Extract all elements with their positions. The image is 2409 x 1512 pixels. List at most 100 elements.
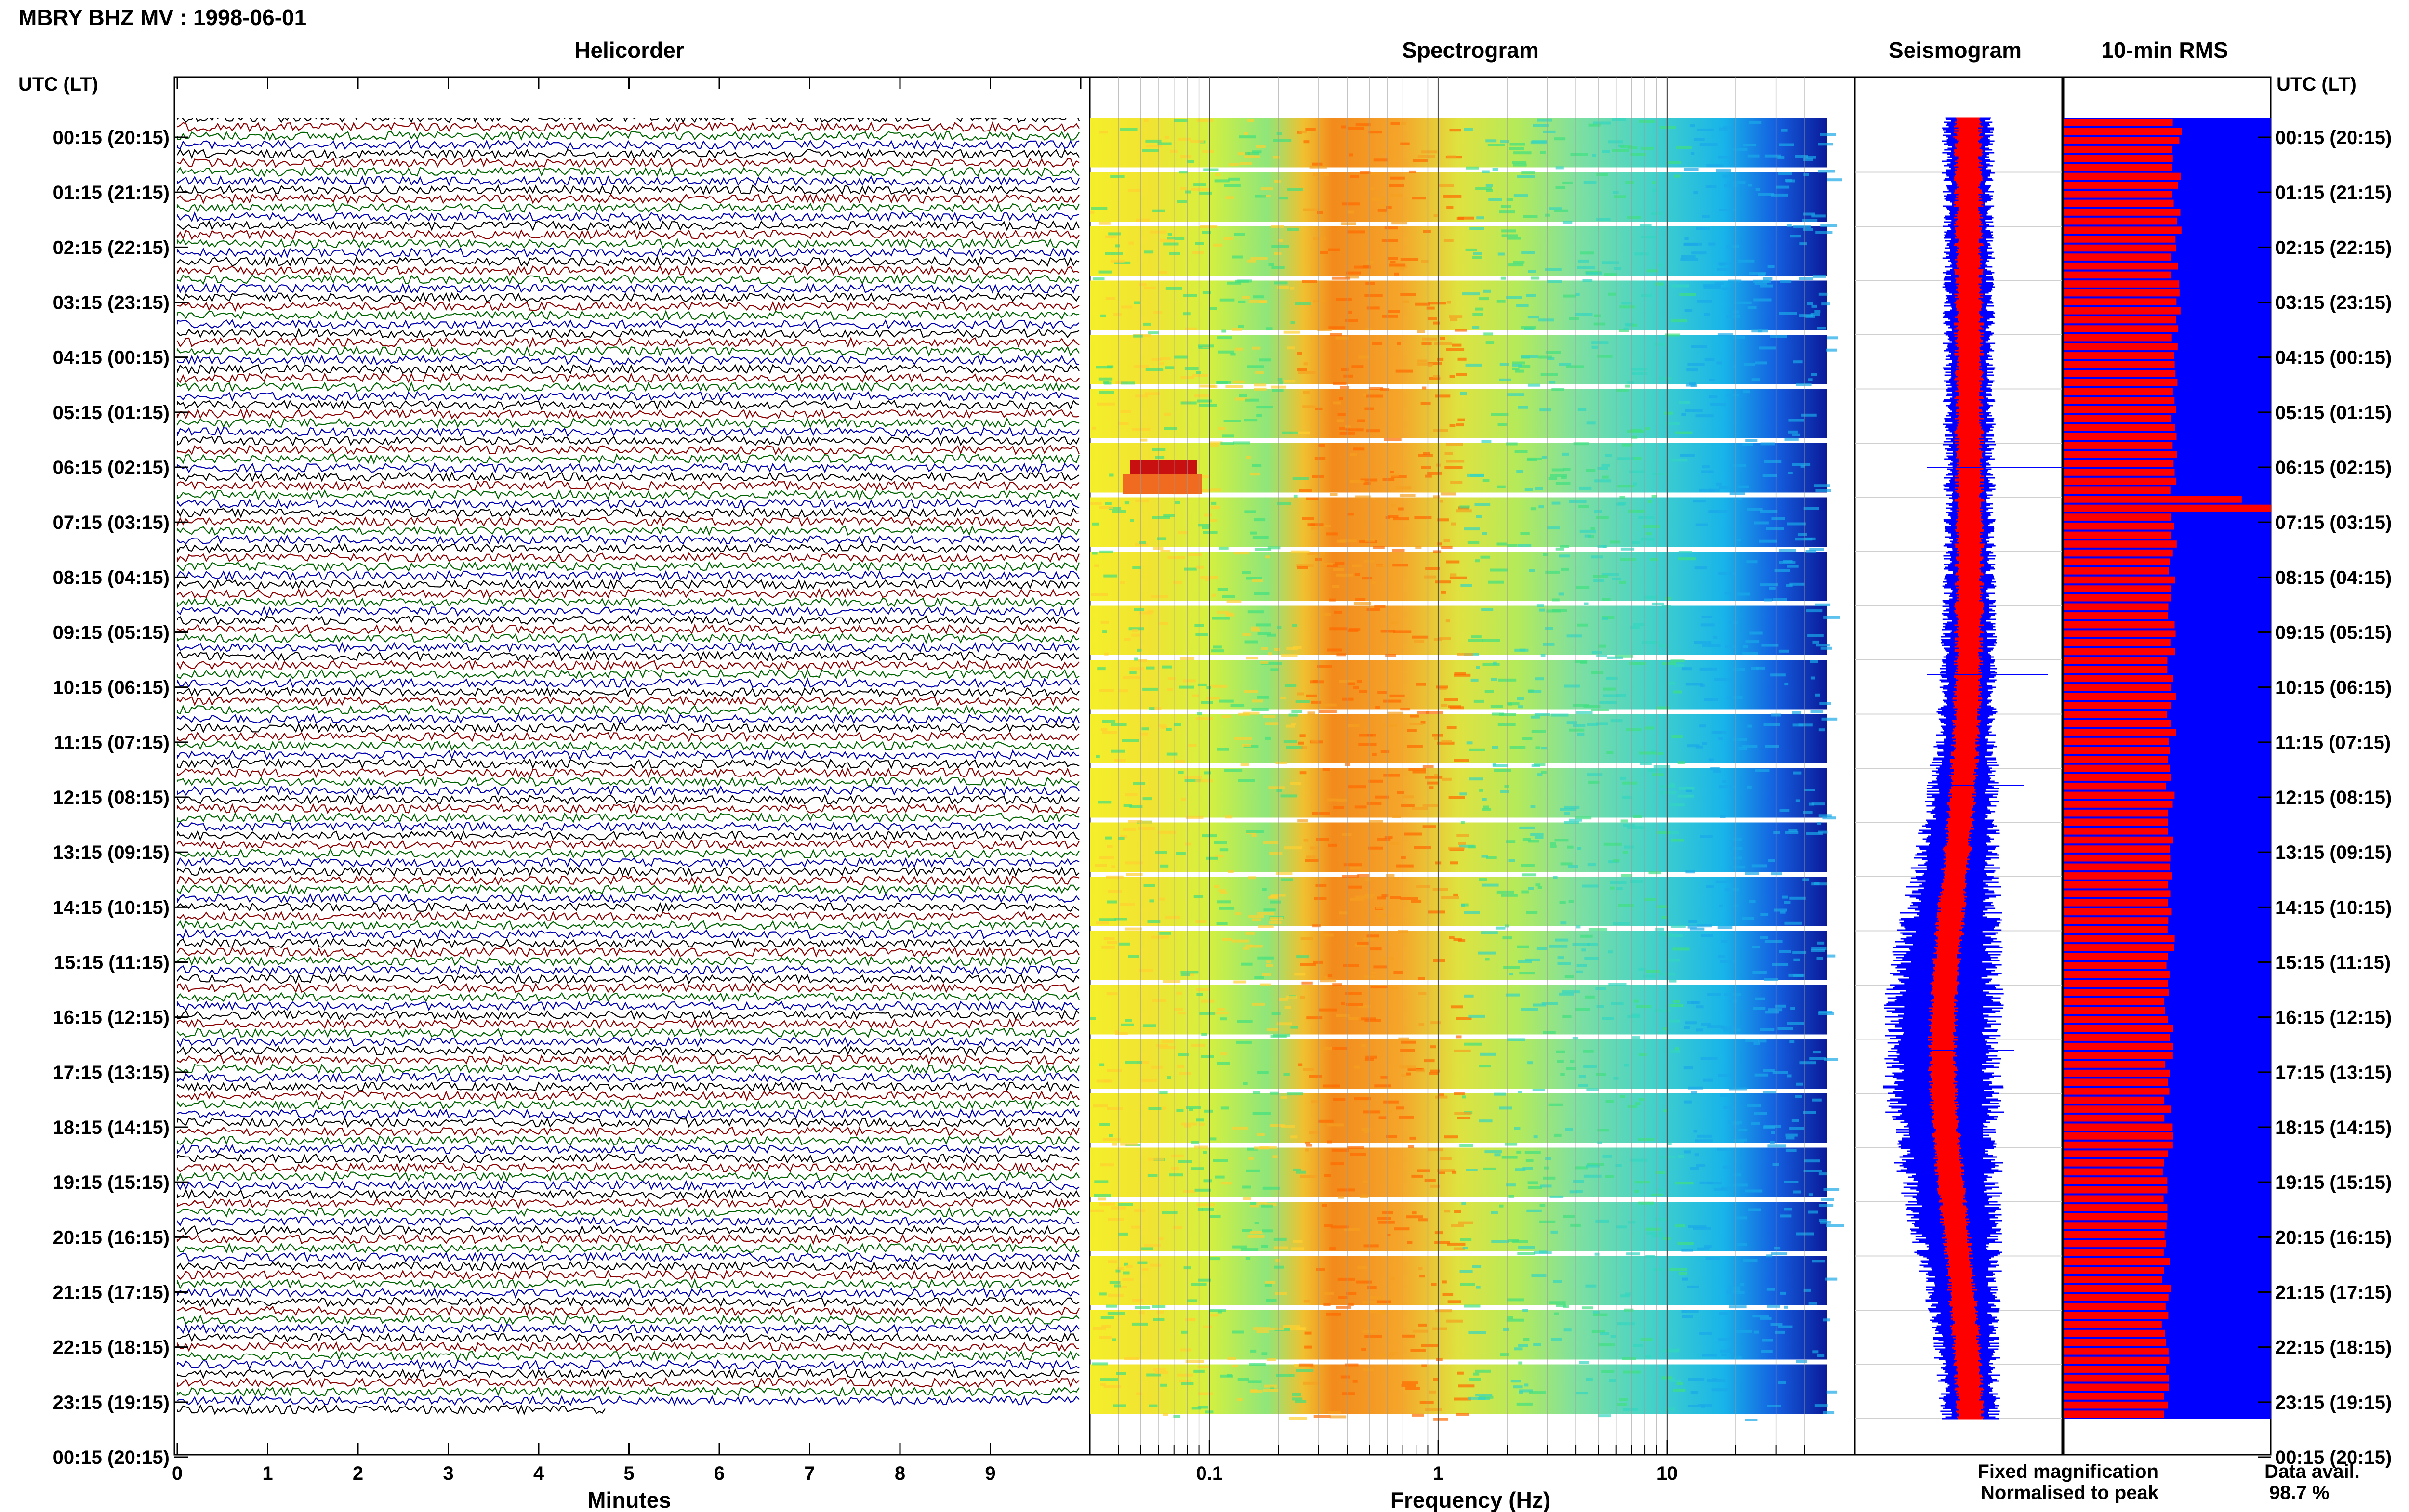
spectrogram-texture <box>1336 419 1344 422</box>
spectrogram-texture <box>1216 381 1231 384</box>
spectrogram-texture <box>1471 635 1482 639</box>
spectrogram-texture <box>1257 956 1274 960</box>
helicorder-trace <box>177 372 1080 384</box>
spectrogram-texture <box>1462 1247 1468 1250</box>
helicorder-trace <box>177 283 1080 294</box>
spectrogram-texture <box>1562 452 1569 456</box>
spectrogram-texture <box>1648 871 1661 875</box>
helicorder-trace <box>177 561 1080 572</box>
spectrogram-texture <box>1500 276 1506 280</box>
spectrogram-texture <box>1132 566 1141 569</box>
spectrogram-texture <box>1731 336 1745 339</box>
spectrogram-texture <box>1810 710 1823 713</box>
spectrogram-texture <box>1634 1181 1650 1184</box>
spectrogram-texture <box>1347 1146 1364 1149</box>
spectrogram-texture <box>1386 1135 1398 1138</box>
spectrogram-texture <box>1417 1169 1430 1172</box>
helicorder-trace <box>177 355 1080 366</box>
rms-normalised-bar <box>2064 1249 2164 1256</box>
spectrogram-texture <box>1826 1224 1844 1227</box>
spectrogram-texture <box>1291 550 1310 553</box>
spectrogram-texture <box>1482 479 1490 482</box>
spectrogram-texture <box>1412 1329 1428 1333</box>
spectrogram-texture <box>1206 686 1211 689</box>
spectrogram-texture <box>1107 941 1117 944</box>
spectrogram-texture <box>1721 287 1732 290</box>
spectrogram-texture <box>1793 771 1802 775</box>
spectrogram-texture <box>1456 423 1464 427</box>
spectrogram-texture <box>1123 1271 1130 1275</box>
spectrogram-texture <box>1295 302 1311 305</box>
spectrogram-texture <box>1701 616 1712 618</box>
spectrogram-texture <box>1734 301 1752 304</box>
spectrogram-texture <box>1246 1169 1260 1172</box>
spectrogram-texture <box>1267 633 1276 637</box>
spectrogram-texture <box>1306 1144 1312 1147</box>
spectrogram-texture <box>1784 437 1799 441</box>
spectrogram-texture <box>1425 1408 1442 1411</box>
spectrogram-texture <box>1159 932 1171 935</box>
spectrogram-texture <box>1250 257 1268 260</box>
spectrogram-texture <box>1780 280 1792 283</box>
spectrogram-texture <box>1551 598 1560 602</box>
spectrogram-texture <box>1468 1331 1486 1334</box>
spectrogram-texture <box>1383 774 1400 777</box>
spectrogram-texture <box>1345 425 1351 429</box>
spectrogram-texture <box>1751 667 1759 670</box>
spectrogram-texture <box>1323 1047 1335 1050</box>
spectrogram-texture <box>1174 1008 1183 1011</box>
spectrogram-texture <box>1638 516 1655 519</box>
spectrogram-texture <box>1273 139 1292 142</box>
spectrogram-texture <box>1167 688 1173 691</box>
spectrogram-texture <box>1575 1008 1590 1011</box>
spectrogram-texture <box>1411 1174 1423 1178</box>
spectrogram-texture <box>1120 1143 1138 1146</box>
spectrogram-texture <box>1688 920 1698 923</box>
spectrogram-texture <box>1109 507 1122 510</box>
spectrogram-texture <box>1715 880 1732 883</box>
legend-normalised-to-peak: Normalised to peak <box>1981 1482 2159 1503</box>
rms-normalised-bar <box>2064 1356 2170 1364</box>
spectrogram-texture <box>1719 127 1728 131</box>
spectrogram-texture <box>1099 1292 1107 1296</box>
spectrogram-texture <box>1139 969 1153 972</box>
spectrogram-texture <box>1790 1007 1795 1010</box>
helicorder-trace <box>177 534 1080 545</box>
spectrogram-texture <box>1684 1100 1692 1104</box>
spectrogram-texture <box>1667 161 1681 164</box>
spectrogram-texture <box>1205 578 1210 581</box>
spectrogram-texture <box>1395 486 1412 490</box>
spectrogram-texture <box>1818 1172 1827 1176</box>
spectrogram-texture <box>1545 627 1553 630</box>
rms-normalised-bar <box>2064 917 2169 924</box>
spectrogram-texture <box>1593 121 1611 125</box>
spectrogram-texture <box>1414 516 1432 519</box>
spectrogram-texture <box>1641 236 1657 239</box>
spectrogram-texture <box>1191 1141 1199 1144</box>
spectrogram-texture <box>1155 456 1165 459</box>
spectrogram-texture <box>1531 140 1547 144</box>
spectrogram-texture <box>1399 267 1405 271</box>
spectrogram-texture <box>1158 271 1167 274</box>
rms-normalised-bar <box>2064 935 2175 943</box>
spectrogram-texture <box>1758 193 1774 196</box>
spectrogram-texture <box>1393 971 1403 974</box>
helicorder-trace <box>177 131 1080 141</box>
spectrogram-texture <box>1355 123 1371 127</box>
spectrogram-texture <box>1741 745 1758 748</box>
time-tick-left: 09:15 (05:15) <box>53 622 170 644</box>
spectrogram-texture <box>1778 1381 1786 1384</box>
spectrogram-texture <box>1678 551 1692 553</box>
helicorder-trace <box>177 964 1080 976</box>
spectrogram-texture <box>1192 374 1208 377</box>
spectrogram-texture <box>1513 194 1528 197</box>
spectrogram-texture <box>1696 128 1714 131</box>
spectrogram-texture <box>1303 140 1310 144</box>
spectrogram-texture <box>1169 1173 1183 1177</box>
spectrogram-texture <box>1822 816 1836 820</box>
spectrogram-texture <box>1569 728 1585 732</box>
spectrogram-texture <box>1803 1111 1816 1114</box>
spectrogram-texture <box>1475 187 1492 190</box>
spectrogram-texture <box>1799 1061 1816 1065</box>
spectrogram-texture <box>1664 411 1673 415</box>
